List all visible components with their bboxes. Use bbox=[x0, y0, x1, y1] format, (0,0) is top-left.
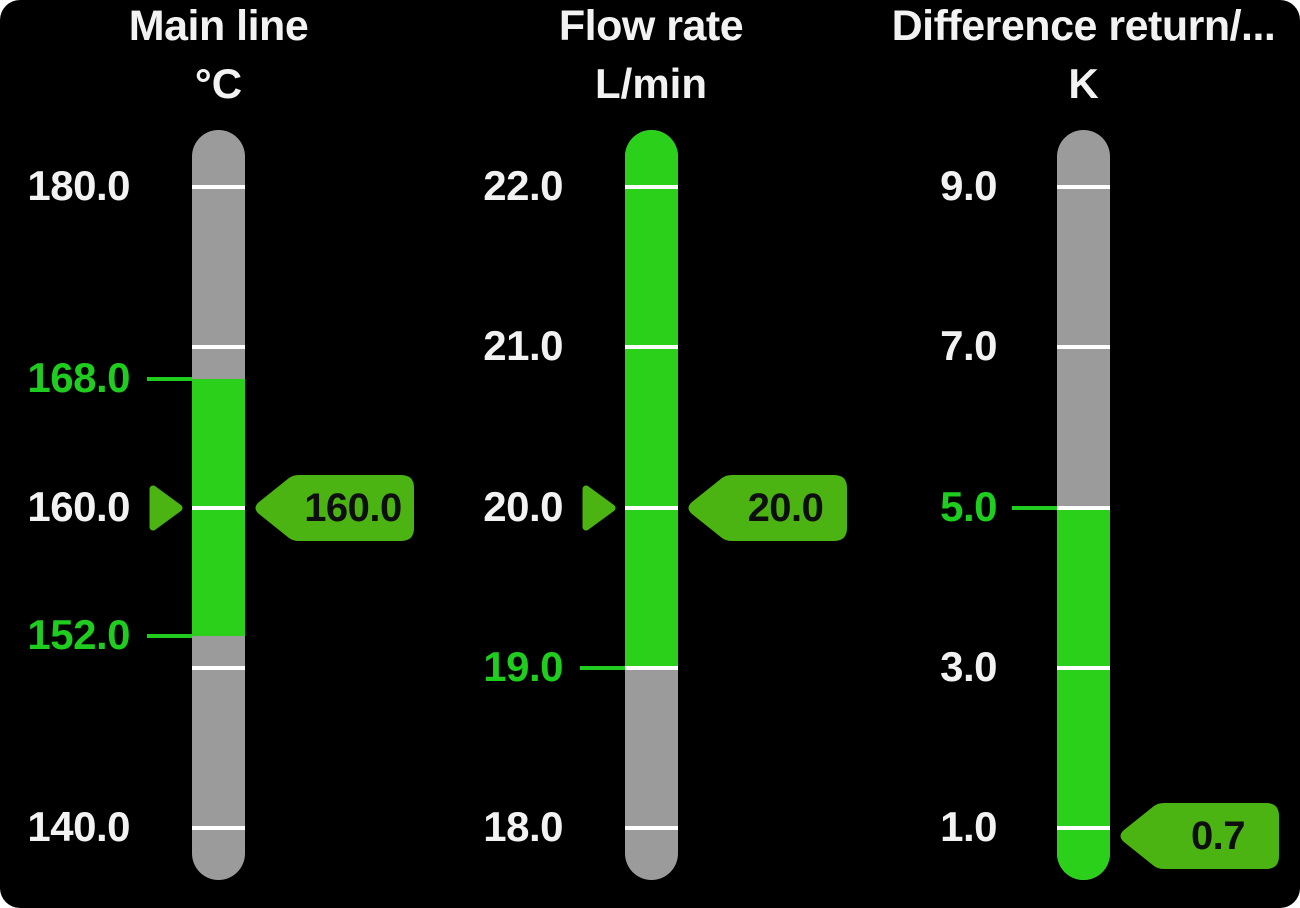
scale-tick-label: 3.0 bbox=[940, 642, 997, 690]
scale-tick-label: 180.0 bbox=[27, 162, 130, 210]
value-flag-shape bbox=[1120, 803, 1279, 869]
scale-tick-line bbox=[624, 665, 678, 670]
limit-tick-line bbox=[147, 633, 192, 638]
value-flag: 0.7 bbox=[1118, 800, 1282, 872]
scale-tick-line bbox=[192, 826, 245, 830]
gauge-unit-label: K bbox=[1068, 60, 1099, 107]
scale-tick-line bbox=[624, 826, 678, 830]
gauge-bar-track bbox=[1057, 130, 1110, 880]
scale-tick-line bbox=[1057, 505, 1110, 510]
scale-tick-line bbox=[192, 345, 245, 350]
scale-tick-label: 1.0 bbox=[940, 803, 997, 851]
setpoint-marker-icon bbox=[581, 481, 617, 535]
scale-tick-label: 160.0 bbox=[27, 482, 130, 530]
gauge-unit-label: L/min bbox=[595, 60, 707, 107]
value-flag-label: 160.0 bbox=[304, 485, 402, 530]
value-flag-label: 20.0 bbox=[747, 485, 824, 530]
limit-tick-line bbox=[579, 665, 625, 670]
scale-tick-label: 20.0 bbox=[483, 482, 563, 530]
scale-tick-line bbox=[1057, 345, 1110, 350]
value-flag: 160.0 bbox=[253, 472, 417, 544]
scale-tick-line bbox=[192, 665, 245, 670]
limit-tick-label: 168.0 bbox=[27, 354, 130, 402]
scale-tick-line bbox=[192, 185, 245, 189]
scale-tick-line bbox=[624, 345, 678, 350]
limit-tick-label: 5.0 bbox=[940, 482, 997, 530]
gauge-bar-track bbox=[192, 130, 245, 880]
scale-tick-line bbox=[624, 505, 678, 510]
gauge-title: Flow rate bbox=[558, 2, 744, 50]
ok-range-zone bbox=[1057, 507, 1110, 880]
value-flag-label: 0.7 bbox=[1190, 813, 1246, 858]
scale-tick-label: 7.0 bbox=[940, 322, 997, 370]
limit-tick-label: 19.0 bbox=[483, 642, 563, 690]
gauge-title: Difference return/... bbox=[891, 2, 1276, 50]
scale-tick-label: 9.0 bbox=[940, 162, 997, 210]
gauge-bar-track bbox=[624, 130, 678, 880]
scale-tick-line bbox=[1057, 665, 1110, 670]
gauge-unit-label: °C bbox=[194, 60, 243, 107]
scale-tick-line bbox=[624, 185, 678, 189]
scale-tick-label: 22.0 bbox=[483, 162, 563, 210]
limit-tick-line bbox=[147, 377, 192, 382]
ok-range-zone bbox=[624, 130, 678, 668]
limit-tick-line bbox=[1012, 505, 1057, 510]
scale-tick-label: 140.0 bbox=[27, 803, 130, 851]
setpoint-marker-icon bbox=[148, 481, 184, 535]
scale-tick-line bbox=[192, 505, 245, 510]
limit-tick-label: 152.0 bbox=[27, 610, 130, 658]
scale-tick-line bbox=[1057, 185, 1110, 189]
value-flag-shape bbox=[688, 475, 847, 541]
value-flag-shape bbox=[255, 475, 414, 541]
scale-tick-label: 21.0 bbox=[483, 322, 563, 370]
scale-tick-line bbox=[1057, 826, 1110, 830]
value-flag: 20.0 bbox=[686, 472, 850, 544]
gauge-title: Main line bbox=[128, 2, 309, 50]
scale-tick-label: 18.0 bbox=[483, 803, 563, 851]
